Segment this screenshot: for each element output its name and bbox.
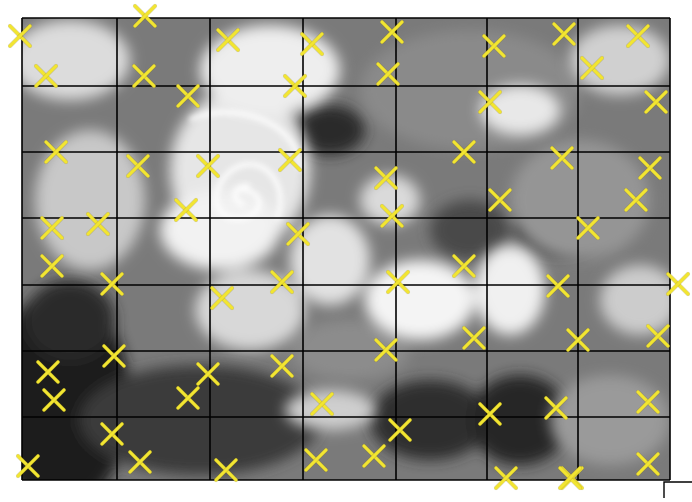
- x-cross-icon: [101, 343, 127, 369]
- x-cross-icon: [99, 271, 125, 297]
- x-cross-icon: [549, 145, 575, 171]
- x-cross-icon: [493, 465, 519, 491]
- x-cross-icon: [41, 387, 67, 413]
- corner-frame: [663, 481, 692, 498]
- x-cross-icon: [543, 395, 569, 421]
- x-cross-icon: [15, 453, 41, 479]
- dark-swirl-region: [25, 280, 115, 360]
- x-cross-icon: [637, 155, 663, 181]
- cloud-northeast: [480, 85, 560, 135]
- x-cross-icon: [209, 285, 235, 311]
- x-cross-icon: [645, 323, 671, 349]
- x-cross-icon: [215, 27, 241, 53]
- land-regions: [290, 30, 670, 465]
- x-cross-icon: [173, 197, 199, 223]
- x-cross-icon: [487, 187, 513, 213]
- x-cross-icon: [303, 447, 329, 473]
- x-cross-icon: [285, 221, 311, 247]
- cloud-central-west: [195, 270, 305, 350]
- x-cross-icon: [579, 55, 605, 81]
- central-land: [290, 320, 410, 380]
- x-cross-icon: [269, 353, 295, 379]
- north-dark-region: [295, 105, 365, 155]
- x-cross-icon: [277, 147, 303, 173]
- x-cross-icon: [477, 89, 503, 115]
- x-cross-icon: [635, 451, 661, 477]
- x-cross-icon: [379, 203, 405, 229]
- x-cross-icon: [375, 61, 401, 87]
- x-cross-icon: [481, 33, 507, 59]
- cloud-central: [290, 215, 370, 305]
- marker-overlay: [7, 3, 691, 491]
- x-cross-icon: [373, 337, 399, 363]
- x-cross-icon: [361, 443, 387, 469]
- x-cross-icon: [385, 269, 411, 295]
- x-cross-icon: [7, 23, 33, 49]
- cloud-over-balkans: [365, 260, 475, 340]
- x-cross-icon: [551, 21, 577, 47]
- southeast-land: [550, 375, 670, 465]
- x-cross-icon: [387, 417, 413, 443]
- x-cross-icon: [461, 325, 487, 351]
- x-cross-icon: [213, 457, 239, 483]
- x-cross-icon: [451, 253, 477, 279]
- x-cross-icon: [195, 153, 221, 179]
- mediterranean-dark-region: [370, 380, 490, 460]
- x-cross-icon: [131, 63, 157, 89]
- cloud-east-edge: [600, 265, 670, 335]
- x-cross-icon: [132, 3, 158, 29]
- cloud-south-band: [160, 190, 280, 270]
- cloud-northwest: [22, 20, 130, 100]
- x-cross-icon: [175, 385, 201, 411]
- east-mid-region: [430, 200, 510, 260]
- southwest-dark-region: [80, 365, 320, 475]
- x-cross-icon: [379, 19, 405, 45]
- cloud-west: [35, 130, 145, 270]
- x-cross-icon: [623, 187, 649, 213]
- swirl-arm-2: [232, 183, 251, 208]
- x-cross-icon: [35, 359, 61, 385]
- x-cross-icon: [43, 139, 69, 165]
- x-cross-icon: [575, 215, 601, 241]
- x-cross-icon: [299, 31, 325, 57]
- x-cross-icon: [85, 211, 111, 237]
- x-cross-icon: [99, 421, 125, 447]
- x-cross-icon: [269, 269, 295, 295]
- x-cross-icon: [451, 139, 477, 165]
- x-cross-icon: [175, 83, 201, 109]
- x-cross-icon: [33, 63, 59, 89]
- grid-overlay: [21, 17, 671, 481]
- x-cross-icon: [127, 449, 153, 475]
- x-cross-icon: [565, 327, 591, 353]
- x-cross-icon: [625, 23, 651, 49]
- x-cross-icon: [125, 153, 151, 179]
- x-cross-icon: [477, 401, 503, 427]
- x-cross-icon: [635, 389, 661, 415]
- x-cross-icon: [282, 73, 308, 99]
- x-cross-icon: [39, 253, 65, 279]
- x-cross-icon: [643, 89, 669, 115]
- x-cross-icon: [39, 215, 65, 241]
- east-land: [510, 140, 650, 260]
- northeast-land: [360, 30, 580, 150]
- satellite-imagery: [22, 18, 670, 480]
- x-cross-icon: [545, 273, 571, 299]
- x-cross-icon: [665, 271, 691, 297]
- x-cross-icon: [195, 361, 221, 387]
- x-cross-icon: [309, 391, 335, 417]
- x-cross-icon: [373, 165, 399, 191]
- cloud-east-central: [475, 245, 545, 335]
- x-cross-icon: [557, 465, 583, 491]
- swirl-arm-1: [213, 161, 283, 222]
